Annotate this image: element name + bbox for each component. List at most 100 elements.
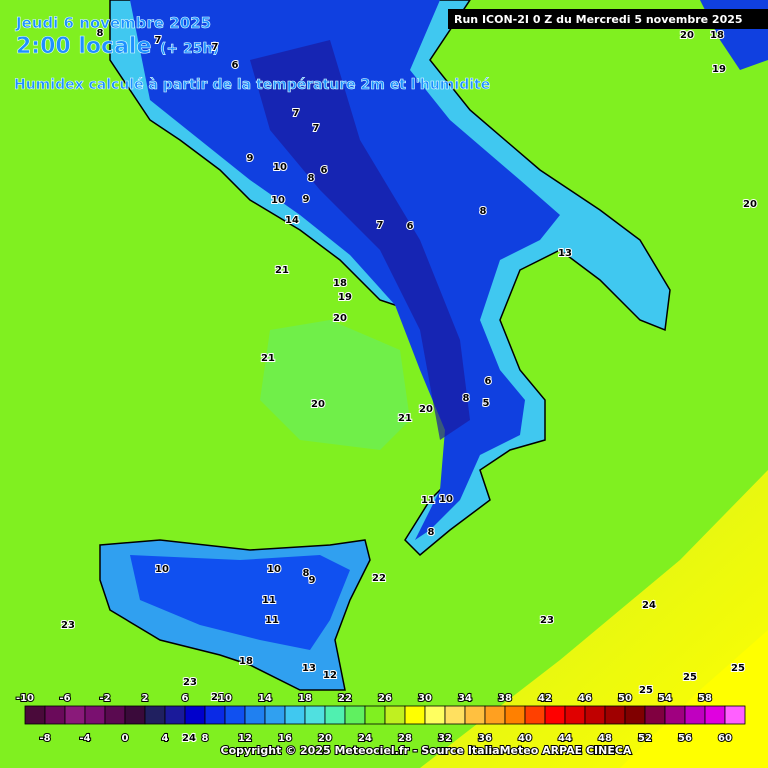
map-label: 21	[275, 265, 289, 276]
lead-time: (+ 25h)	[160, 41, 219, 57]
map-label: 21	[398, 413, 412, 424]
colorbar-swatch	[704, 705, 726, 725]
colorbar-swatch	[184, 705, 206, 725]
copyright: Copyright © 2025 Meteociel.fr - Source I…	[221, 744, 632, 757]
map-label: 24	[182, 733, 196, 744]
colorbar-label: 58	[698, 693, 712, 704]
colorbar-label: 40	[518, 733, 532, 744]
map-label: 10	[271, 195, 285, 206]
map-label: 7	[293, 108, 300, 119]
sicily-cold	[130, 555, 350, 650]
colorbar-swatch	[104, 705, 126, 725]
colorbar-label: 12	[238, 733, 252, 744]
colorbar-swatch	[724, 705, 746, 725]
colorbar-swatch	[44, 705, 66, 725]
colorbar-label: 28	[398, 733, 412, 744]
colorbar-swatch	[644, 705, 666, 725]
map-label: 13	[302, 663, 316, 674]
map-label: 20	[333, 313, 347, 324]
colorbar-swatch	[124, 705, 146, 725]
map-label: 18	[333, 278, 347, 289]
run-info: Run ICON-2I 0 Z du Mercredi 5 novembre 2…	[454, 13, 743, 26]
colorbar-swatch	[584, 705, 606, 725]
colorbar-label: 20	[318, 733, 332, 744]
map-label: 9	[303, 194, 310, 205]
map-label: 7	[377, 220, 384, 231]
map-label: 20	[419, 404, 433, 415]
colorbar-swatch	[564, 705, 586, 725]
colorbar-label: -6	[59, 693, 70, 704]
map-label: 18	[239, 656, 253, 667]
colorbar-swatch	[484, 705, 506, 725]
warm-zone-core	[620, 630, 768, 768]
colorbar-label: 10	[218, 693, 232, 704]
colorbar-label: -10	[16, 693, 34, 704]
colorbar-swatch	[664, 705, 686, 725]
colorbar-label: 30	[418, 693, 432, 704]
map-label: 21	[211, 692, 225, 703]
subtitle: Humidex calculé à partir de la températu…	[14, 77, 490, 93]
colorbar-swatch	[544, 705, 566, 725]
colorbar-label: 24	[358, 733, 372, 744]
mainland-colder	[250, 40, 470, 440]
colorbar-label: 18	[298, 693, 312, 704]
colorbar-swatch	[244, 705, 266, 725]
map-label: 7	[212, 42, 219, 53]
colorbar: -10-8-6-4-202468101214161820222426283032…	[15, 692, 746, 745]
map-label: 12	[323, 670, 337, 681]
map-label: 7	[313, 123, 320, 134]
colorbar-swatch	[144, 705, 166, 725]
colorbar-label: 38	[498, 693, 512, 704]
map-label: 9	[247, 153, 254, 164]
map-label: 8	[97, 28, 104, 39]
colorbar-label: 56	[678, 733, 692, 744]
colorbar-swatch	[364, 705, 386, 725]
colorbar-swatch	[84, 705, 106, 725]
map-label: 10	[267, 564, 281, 575]
map-label: 10	[439, 494, 453, 505]
map-label: 13	[558, 248, 572, 259]
map-label: 5	[483, 398, 490, 409]
colorbar-swatch	[304, 705, 326, 725]
map-label: 8	[428, 527, 435, 538]
map-label: 19	[712, 64, 726, 75]
map-label: 20	[743, 199, 757, 210]
colorbar-swatch	[284, 705, 306, 725]
map-label: 11	[262, 595, 276, 606]
map-label: 23	[61, 620, 75, 631]
map-label: 21	[261, 353, 275, 364]
colorbar-label: 52	[638, 733, 652, 744]
colorbar-label: 60	[718, 733, 732, 744]
map-label: 25	[683, 672, 697, 683]
map-label: 6	[485, 376, 492, 387]
colorbar-label: 44	[558, 733, 572, 744]
colorbar-swatch	[444, 705, 466, 725]
map-label: 9	[309, 575, 316, 586]
colorbar-label: 14	[258, 693, 272, 704]
map-label: 14	[285, 215, 299, 226]
colorbar-label: 32	[438, 733, 452, 744]
colorbar-swatch	[684, 705, 706, 725]
colorbar-label: 2	[142, 693, 149, 704]
map-label: 8	[463, 393, 470, 404]
map-label: 6	[321, 165, 328, 176]
colorbar-label: -4	[79, 733, 90, 744]
map-label: 19	[338, 292, 352, 303]
map-label: 6	[407, 221, 414, 232]
map-label: 10	[273, 162, 287, 173]
map-label: 25	[639, 685, 653, 696]
colorbar-label: 26	[378, 693, 392, 704]
colorbar-swatch	[624, 705, 646, 725]
colorbar-label: 4	[162, 733, 169, 744]
colorbar-swatch	[264, 705, 286, 725]
colorbar-label: 34	[458, 693, 472, 704]
map-label: 23	[540, 615, 554, 626]
colorbar-swatch	[64, 705, 86, 725]
colorbar-label: 22	[338, 693, 352, 704]
colorbar-swatch	[164, 705, 186, 725]
run-box	[448, 9, 768, 29]
colorbar-label: 0	[122, 733, 129, 744]
colorbar-swatch	[604, 705, 626, 725]
map-label: 20	[680, 30, 694, 41]
